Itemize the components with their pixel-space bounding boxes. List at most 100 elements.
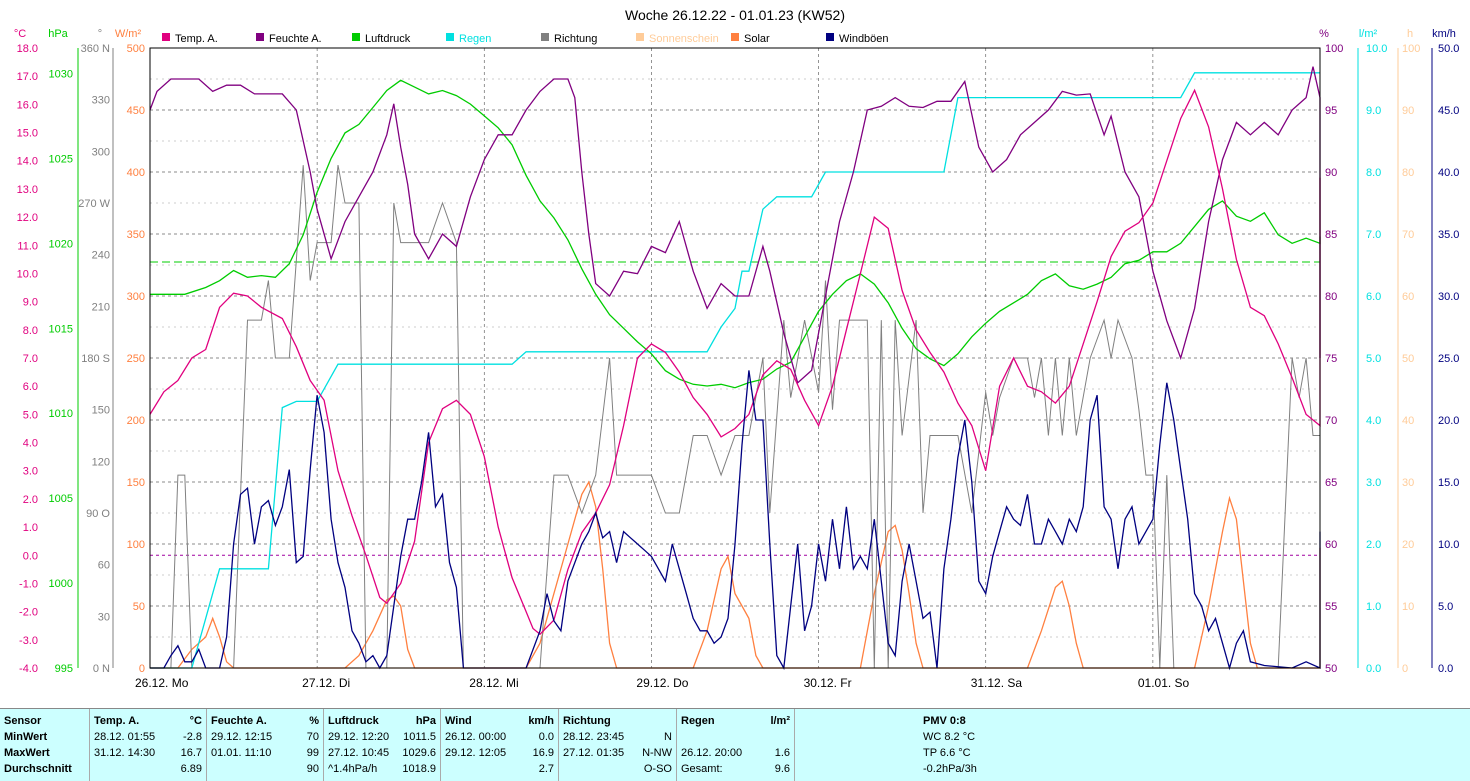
legend: Temp. A. Feuchte A. Luftdruck Regen Richtung… <box>162 33 889 45</box>
temp-min-value: -2.8 <box>183 731 202 743</box>
wind-tick-label: 5.0 <box>1438 601 1453 613</box>
direction-max-value: N-NW <box>642 747 672 759</box>
wind-tick-label: 15.0 <box>1438 477 1459 489</box>
temp-max-value: 16.7 <box>180 747 202 759</box>
legend-label: Richtung <box>554 33 597 45</box>
temp-tick-label: 1.0 <box>23 522 38 534</box>
temp-tick-label: 0.0 <box>23 550 38 562</box>
rain-tick-label: 2.0 <box>1366 539 1381 551</box>
direction-tick-label: 300 <box>92 146 110 158</box>
sunshine-tick-label: 90 <box>1402 105 1414 117</box>
rain-tick-label: 0.0 <box>1366 663 1381 675</box>
solar-tick-label: 50 <box>133 601 145 613</box>
day-label: 29.12. Do <box>636 676 688 690</box>
temp-max-time: 31.12. 14:30 <box>94 747 156 759</box>
pmv-pressure-trend: -0.2hPa/3h <box>923 763 977 775</box>
temp-tick-label: 15.0 <box>17 128 38 140</box>
legend-swatch <box>256 33 264 41</box>
rain-tick-label: 8.0 <box>1366 167 1381 179</box>
day-label: 01.01. So <box>1138 676 1190 690</box>
solar-tick-label: 250 <box>127 353 145 365</box>
stats-header-humidity-unit: % <box>309 715 319 727</box>
day-label: 27.12. Di <box>302 676 350 690</box>
solar-tick-label: 0 <box>139 663 145 675</box>
legend-swatch <box>352 33 360 41</box>
wind-tick-label: 40.0 <box>1438 167 1459 179</box>
pmv-windchill: WC 8.2 °C <box>923 731 976 743</box>
day-label: 26.12. Mo <box>135 676 189 690</box>
axis-unit-label: ° <box>98 28 102 40</box>
legend-label: Solar <box>744 33 770 45</box>
statistics-panel: Sensor MinWert MaxWert Durchschnitt Temp… <box>0 708 1470 781</box>
stats-col-temp: Temp. A. °C 28.12. 01:55 -2.8 31.12. 14:30… <box>90 709 207 781</box>
temp-tick-label: 16.0 <box>17 99 38 111</box>
stats-row-label-min: MinWert <box>4 731 48 743</box>
pressure-tick-label: 1010 <box>49 408 73 420</box>
sunshine-tick-label: 0 <box>1402 663 1408 675</box>
temp-tick-label: 11.0 <box>17 240 38 252</box>
legend-swatch <box>826 33 834 41</box>
temp-tick-label: 3.0 <box>23 466 38 478</box>
right-axes: 1009590858075706560555010.09.08.07.06.05… <box>1325 43 1459 675</box>
humidity-tick-label: 65 <box>1325 477 1337 489</box>
stats-header-pmv: PMV 0:8 <box>923 715 966 727</box>
day-label: 30.12. Fr <box>804 676 852 690</box>
axis-unit-label: % <box>1319 28 1329 40</box>
direction-min-time: 28.12. 23:45 <box>563 731 625 743</box>
stats-header-sensor: Sensor <box>4 715 42 727</box>
humidity-max-value: 99 <box>306 747 319 759</box>
stats-col-wind: Wind km/h 26.12. 00:00 0.0 29.12. 12:05 16.… <box>441 709 559 781</box>
stats-header-wind: Wind <box>445 715 472 727</box>
series-lines <box>149 66 1321 671</box>
pressure-tick-label: 1030 <box>49 68 73 80</box>
temp-tick-label: -2.0 <box>19 607 38 619</box>
stats-col-sensor: Sensor MinWert MaxWert Durchschnitt <box>0 709 90 781</box>
pmv-dewpoint: TP 6.6 °C <box>923 747 971 759</box>
direction-min-value: N <box>664 731 672 743</box>
rain-tick-label: 9.0 <box>1366 105 1381 117</box>
wind-tick-label: 45.0 <box>1438 105 1459 117</box>
humidity-tick-label: 60 <box>1325 539 1337 551</box>
solar-tick-label: 400 <box>127 167 145 179</box>
series-line-rain <box>150 72 1320 669</box>
legend-label: Feuchte A. <box>269 33 322 45</box>
sunshine-tick-label: 40 <box>1402 415 1414 427</box>
direction-tick-label: 0 N <box>93 663 110 675</box>
direction-avg-value: O-SO <box>643 763 672 775</box>
direction-tick-label: 90 O <box>86 508 110 520</box>
wind-tick-label: 30.0 <box>1438 291 1459 303</box>
humidity-min-value: 70 <box>306 731 319 743</box>
pressure-tick-label: 1005 <box>49 493 73 505</box>
direction-tick-label: 120 <box>92 456 110 468</box>
pressure-max-time: 27.12. 10:45 <box>328 747 390 759</box>
rain-tick-label: 1.0 <box>1366 601 1381 613</box>
humidity-tick-label: 70 <box>1325 415 1337 427</box>
wind-min-value: 0.0 <box>538 731 554 743</box>
legend-swatch <box>731 33 739 41</box>
temp-avg-value: 6.89 <box>180 763 202 775</box>
temp-tick-label: 10.0 <box>17 268 38 280</box>
direction-tick-label: 60 <box>98 560 110 572</box>
wind-tick-label: 0.0 <box>1438 663 1453 675</box>
humidity-tick-label: 55 <box>1325 601 1337 613</box>
stats-row-label-max: MaxWert <box>4 747 50 759</box>
sunshine-tick-label: 20 <box>1402 539 1414 551</box>
temp-tick-label: 9.0 <box>23 297 38 309</box>
legend-label: Luftdruck <box>365 33 411 45</box>
humidity-tick-label: 90 <box>1325 167 1337 179</box>
rain-tick-label: 5.0 <box>1366 353 1381 365</box>
wind-tick-label: 20.0 <box>1438 415 1459 427</box>
pressure-avg-value: 1018.9 <box>402 763 436 775</box>
day-label: 31.12. Sa <box>971 676 1023 690</box>
pressure-min-value: 1011.5 <box>403 731 436 743</box>
stats-header-pressure: Luftdruck <box>328 715 379 727</box>
solar-tick-label: 150 <box>127 477 145 489</box>
wind-tick-label: 35.0 <box>1438 229 1459 241</box>
pressure-tick-label: 1025 <box>49 153 73 165</box>
axis-unit-label: °C <box>14 28 26 40</box>
temp-tick-label: 17.0 <box>17 71 38 83</box>
sunshine-tick-label: 100 <box>1402 43 1420 55</box>
pressure-max-value: 1029.6 <box>402 747 436 759</box>
stats-header-temp: Temp. A. <box>94 715 140 727</box>
solar-tick-label: 350 <box>127 229 145 241</box>
